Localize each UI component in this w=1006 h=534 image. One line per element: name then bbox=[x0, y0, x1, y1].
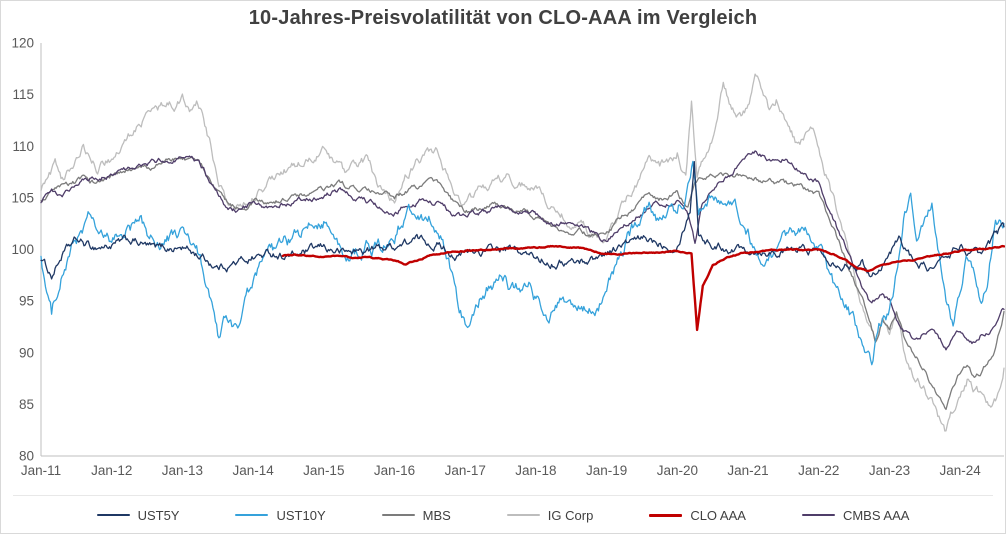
y-tick-label: 110 bbox=[12, 139, 34, 154]
y-axis-tick-labels: 80 85 90 95 100 105 110 115 120 bbox=[11, 36, 34, 464]
x-tick-label: Jan-22 bbox=[798, 463, 839, 478]
series-line-ust10y bbox=[40, 160, 1005, 366]
x-axis-tick-labels: Jan-11 Jan-12 Jan-13 Jan-14 Jan-15 Jan-16 Jan-… bbox=[21, 463, 981, 478]
series-line-clo-aaa bbox=[281, 244, 1005, 332]
x-tick-label: Jan-23 bbox=[869, 463, 910, 478]
y-tick-label: 95 bbox=[19, 294, 34, 309]
ust5y-line-swatch bbox=[96, 514, 130, 516]
x-tick-label: Jan-19 bbox=[586, 463, 627, 478]
legend-item-cmbs-aaa: CMBS AAA bbox=[801, 507, 910, 523]
ust10y-line-swatch bbox=[235, 514, 269, 516]
x-tick-label: Jan-15 bbox=[303, 463, 344, 478]
chart-title: 10-Jahres-Preisvolatilität von CLO-AAA i… bbox=[248, 7, 758, 29]
legend-label: UST10Y bbox=[276, 507, 326, 523]
y-tick-label: 85 bbox=[19, 397, 34, 412]
legend-label: CLO AAA bbox=[690, 507, 746, 523]
y-tick-label: 100 bbox=[11, 242, 34, 257]
chart-legend: UST5Y UST10Y MBS IG Corp CLO AAA CMBS AAA bbox=[13, 495, 993, 528]
y-tick-label: 120 bbox=[11, 36, 34, 51]
x-tick-label: Jan-13 bbox=[162, 463, 203, 478]
y-tick-label: 80 bbox=[19, 449, 34, 464]
clo-aaa-line-swatch bbox=[649, 513, 683, 517]
x-tick-label: Jan-14 bbox=[232, 463, 274, 478]
x-tick-label: Jan-17 bbox=[445, 463, 486, 478]
series-line-mbs bbox=[40, 156, 1005, 411]
x-tick-label: Jan-24 bbox=[940, 463, 982, 478]
legend-label: IG Corp bbox=[547, 507, 594, 523]
cmbs-aaa-line-swatch bbox=[801, 514, 835, 516]
series-line-cmbs-aaa bbox=[40, 150, 1005, 351]
y-tick-label: 115 bbox=[12, 87, 34, 102]
legend-item-ig-corp: IG Corp bbox=[506, 507, 594, 523]
x-tick-label: Jan-21 bbox=[727, 463, 768, 478]
x-tick-label: Jan-18 bbox=[515, 463, 556, 478]
legend-label: CMBS AAA bbox=[842, 507, 910, 523]
ig-corp-line-swatch bbox=[506, 514, 540, 516]
legend-label: MBS bbox=[422, 507, 451, 523]
legend-item-ust10y: UST10Y bbox=[235, 507, 326, 523]
mbs-line-swatch bbox=[381, 514, 415, 516]
series-line-ust5y bbox=[40, 161, 1005, 280]
legend-item-mbs: MBS bbox=[381, 507, 451, 523]
y-tick-label: 105 bbox=[11, 190, 34, 205]
x-tick-label: Jan-16 bbox=[374, 463, 415, 478]
legend-label: UST5Y bbox=[137, 507, 180, 523]
legend-item-ust5y: UST5Y bbox=[96, 507, 180, 523]
series-line-ig-corp bbox=[40, 73, 1005, 432]
x-tick-label: Jan-20 bbox=[657, 463, 698, 478]
legend-item-clo-aaa: CLO AAA bbox=[649, 508, 746, 523]
x-tick-label: Jan-12 bbox=[91, 463, 132, 478]
x-tick-label: Jan-11 bbox=[21, 463, 61, 478]
y-tick-label: 90 bbox=[19, 345, 34, 360]
